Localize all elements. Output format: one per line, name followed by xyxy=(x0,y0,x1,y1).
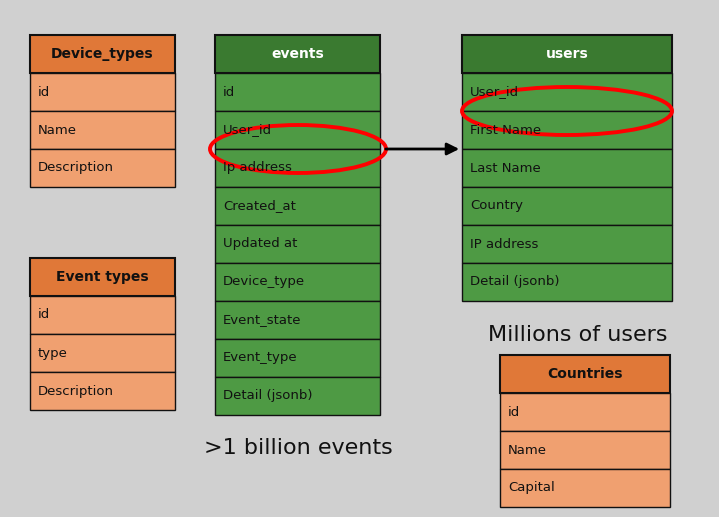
Text: Ip address: Ip address xyxy=(223,161,292,175)
Text: Description: Description xyxy=(38,385,114,398)
Text: IP address: IP address xyxy=(470,237,539,251)
Text: Countries: Countries xyxy=(547,367,623,381)
Text: Detail (jsonb): Detail (jsonb) xyxy=(470,276,559,288)
Text: users: users xyxy=(546,47,588,61)
Text: id: id xyxy=(223,85,235,99)
Bar xyxy=(215,111,380,149)
Bar xyxy=(462,35,672,73)
Bar xyxy=(500,393,670,431)
Text: First Name: First Name xyxy=(470,124,541,136)
Text: Capital: Capital xyxy=(508,481,555,494)
Text: >1 billion events: >1 billion events xyxy=(203,438,393,458)
Text: Created_at: Created_at xyxy=(223,200,296,212)
Bar xyxy=(462,187,672,225)
Text: Device_types: Device_types xyxy=(51,47,154,61)
Text: id: id xyxy=(508,405,521,418)
Text: Last Name: Last Name xyxy=(470,161,541,175)
Bar xyxy=(30,35,175,73)
Text: Event_state: Event_state xyxy=(223,313,301,327)
Bar xyxy=(215,225,380,263)
Text: Event_type: Event_type xyxy=(223,352,298,364)
Bar xyxy=(500,469,670,507)
Text: User_id: User_id xyxy=(470,85,519,99)
Text: Description: Description xyxy=(38,161,114,175)
Bar xyxy=(462,263,672,301)
Bar xyxy=(462,225,672,263)
Text: Event types: Event types xyxy=(56,270,149,284)
Bar xyxy=(30,73,175,111)
Bar xyxy=(215,149,380,187)
Bar xyxy=(500,355,670,393)
Bar xyxy=(215,187,380,225)
Bar xyxy=(462,73,672,111)
Text: Millions of users: Millions of users xyxy=(488,325,668,345)
Text: type: type xyxy=(38,346,68,359)
Text: Device_type: Device_type xyxy=(223,276,305,288)
Bar xyxy=(30,296,175,334)
Text: User_id: User_id xyxy=(223,124,272,136)
Text: Name: Name xyxy=(508,444,547,457)
Text: id: id xyxy=(38,309,50,322)
Bar xyxy=(215,35,380,73)
Text: Updated at: Updated at xyxy=(223,237,298,251)
Text: Detail (jsonb): Detail (jsonb) xyxy=(223,389,313,403)
Bar xyxy=(30,372,175,410)
Bar xyxy=(30,111,175,149)
Bar xyxy=(215,339,380,377)
Bar xyxy=(30,149,175,187)
Bar xyxy=(215,301,380,339)
Text: Country: Country xyxy=(470,200,523,212)
Bar xyxy=(30,258,175,296)
Bar xyxy=(215,377,380,415)
Text: id: id xyxy=(38,85,50,99)
Bar xyxy=(215,73,380,111)
Bar xyxy=(500,431,670,469)
Text: events: events xyxy=(271,47,324,61)
Bar xyxy=(30,334,175,372)
Bar xyxy=(215,263,380,301)
Bar xyxy=(462,149,672,187)
Bar xyxy=(462,111,672,149)
Text: Name: Name xyxy=(38,124,77,136)
